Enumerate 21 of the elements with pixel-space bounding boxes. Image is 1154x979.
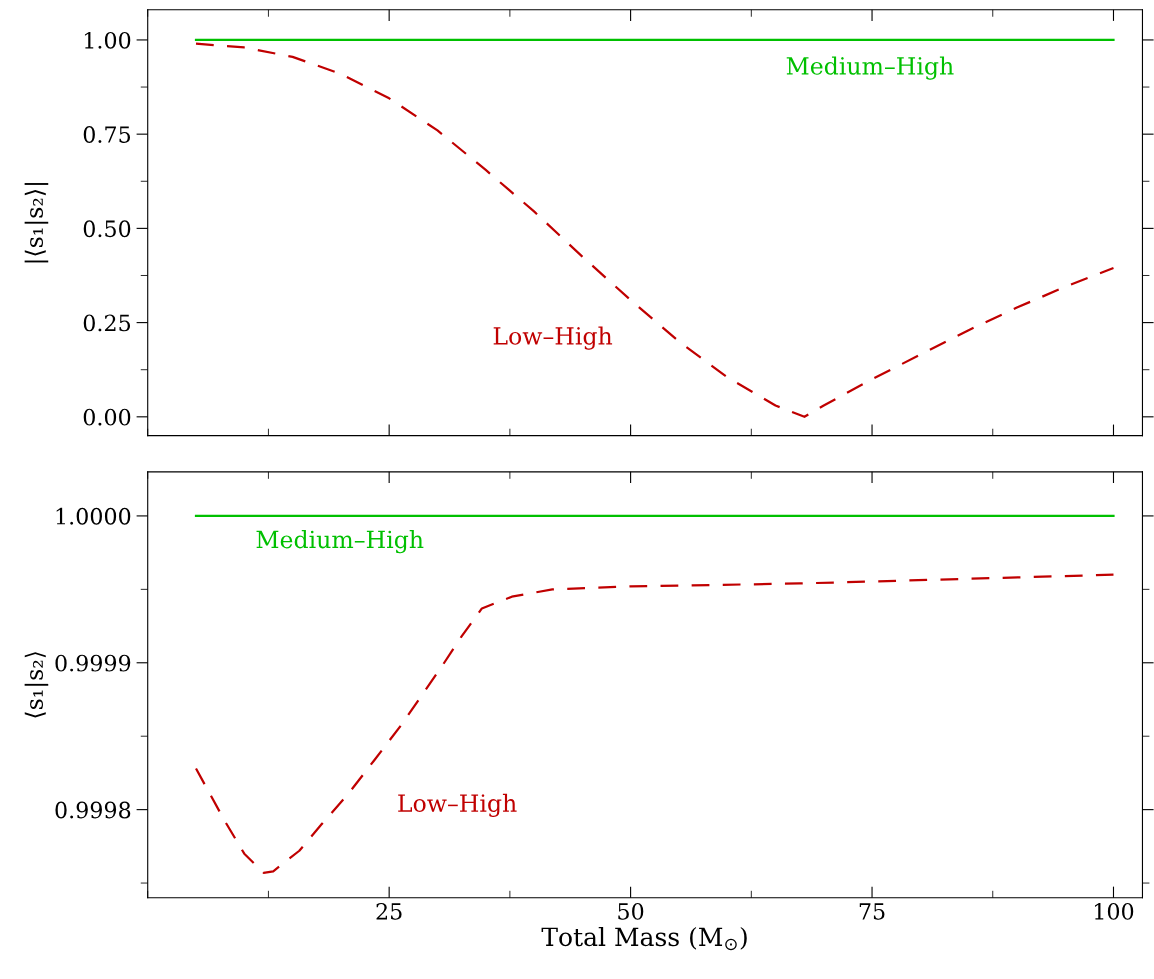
line-series (194, 42, 1115, 418)
series-label: Medium–High (786, 56, 954, 80)
x-tick-label: 75 (859, 903, 885, 920)
y-axis-title: |⟨s₁|s₂⟩| (24, 183, 49, 263)
series-label: Medium–High (256, 530, 424, 554)
y-tick-label: 1.00 (84, 31, 131, 49)
series-label: Low–High (398, 793, 517, 817)
y-tick-label: 0.25 (83, 314, 131, 332)
y-tick-label: 0.00 (83, 408, 131, 426)
y-tick-label: 0.9999 (55, 654, 131, 672)
x-tick-label: 50 (618, 903, 644, 920)
series-label: Low–High (493, 326, 613, 350)
line-series (194, 573, 1115, 874)
x-tick-label: 25 (376, 903, 402, 920)
x-tick-label: 100 (1094, 903, 1134, 920)
y-tick-label: 0.9998 (55, 801, 131, 819)
y-tick-label: 0.75 (83, 126, 131, 143)
x-axis-title: Total Mass (M$_{⊙}$) (541, 926, 747, 951)
y-tick-label: 1.0000 (56, 507, 131, 525)
y-tick-label: 0.50 (83, 220, 131, 238)
y-axis-title: ⟨s₁|s₂⟩ (24, 652, 49, 718)
